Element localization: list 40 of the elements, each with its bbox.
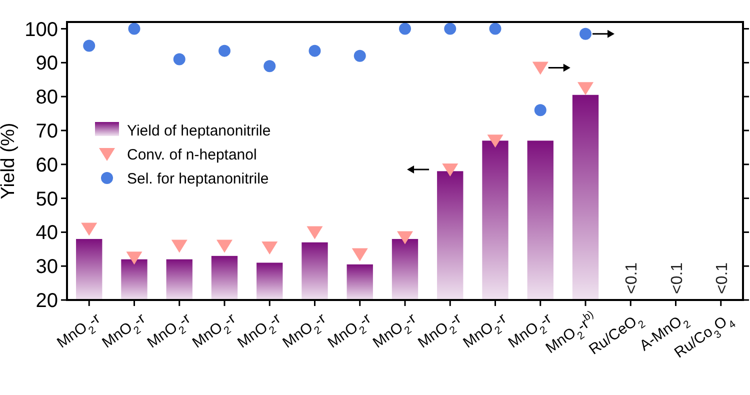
point bbox=[532, 62, 548, 75]
y-tick-label: 60 bbox=[36, 154, 58, 176]
point bbox=[83, 40, 96, 52]
point bbox=[308, 44, 321, 57]
y-tick-label: 80 bbox=[36, 86, 58, 109]
point bbox=[171, 240, 188, 253]
point bbox=[489, 22, 502, 35]
point bbox=[580, 28, 592, 40]
point bbox=[173, 53, 186, 66]
point bbox=[534, 104, 546, 116]
y-tick-label: 40 bbox=[36, 222, 58, 244]
y-tick-label: 50 bbox=[36, 188, 58, 210]
point bbox=[216, 240, 232, 253]
point bbox=[442, 163, 458, 176]
y-tick-label: 20 bbox=[36, 290, 58, 312]
point bbox=[399, 22, 411, 35]
text: <0.1 bbox=[714, 262, 731, 294]
point bbox=[128, 22, 140, 35]
y-tick-label: 100 bbox=[24, 18, 58, 41]
text: <0.1 bbox=[668, 262, 686, 294]
text: <0.1 bbox=[624, 262, 641, 294]
point bbox=[264, 60, 276, 72]
y-tick-label: 70 bbox=[36, 120, 58, 142]
point bbox=[262, 241, 278, 254]
y-tick-label: 90 bbox=[36, 52, 58, 75]
point bbox=[444, 22, 456, 35]
legend-label: Yield of heptanonitrile bbox=[127, 122, 271, 140]
point bbox=[352, 248, 368, 262]
legend-label: Conv. of n-heptanol bbox=[127, 146, 257, 164]
point bbox=[578, 82, 594, 96]
point bbox=[306, 226, 323, 240]
point bbox=[397, 231, 413, 244]
point bbox=[126, 252, 142, 265]
point bbox=[354, 50, 366, 62]
legend-label: Sel. for heptanonitrile bbox=[127, 170, 269, 188]
y-axis-title: Yield (%) bbox=[0, 122, 19, 200]
point bbox=[487, 134, 504, 148]
y-tick-label: 30 bbox=[36, 256, 58, 278]
point bbox=[218, 44, 230, 57]
point bbox=[81, 222, 98, 236]
